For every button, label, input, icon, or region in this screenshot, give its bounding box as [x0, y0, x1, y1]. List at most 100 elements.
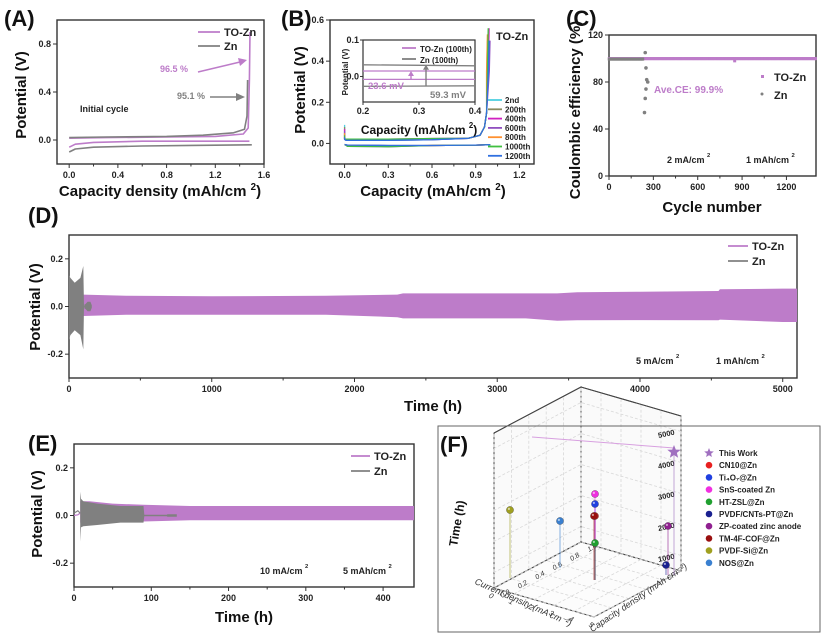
- x-tick-label: 0.6: [426, 170, 439, 180]
- data-point-highlight: [592, 491, 596, 494]
- panel-label-e: (E): [28, 431, 57, 456]
- y-grid-line: [493, 433, 595, 618]
- y-tick-label: 1.0: [587, 543, 599, 554]
- legend-label: CN10@Zn: [719, 461, 757, 470]
- zn-outlier-point: [642, 110, 647, 115]
- legend-label: NOS@Zn: [719, 559, 754, 568]
- zn-outlier-point: [643, 50, 648, 55]
- x-tick-label: 5000: [773, 384, 793, 394]
- annotation-current-density-sup: 2: [305, 564, 309, 570]
- y-grid-line: [510, 423, 612, 609]
- legend-tozn-marker: [761, 75, 764, 78]
- y-tick-label: 0.2: [311, 97, 324, 107]
- zn-outlier-point: [643, 96, 648, 101]
- data-point-sphere: [556, 517, 564, 525]
- inset-zn-label: 59.3 mV: [430, 90, 467, 101]
- legend-label-1200th: 1200th: [505, 152, 530, 161]
- y-tick-label: 0.2: [517, 580, 529, 591]
- annotation-current-density-text: 2 mA/cm: [667, 155, 707, 165]
- data-point-sphere: [591, 500, 599, 508]
- data-point-highlight: [557, 518, 561, 522]
- data-point-sphere: [591, 539, 599, 547]
- panel-label-c: (C): [566, 6, 597, 31]
- panel-b-title: TO-Zn: [496, 31, 528, 43]
- plot-frame: [608, 34, 817, 177]
- x-tick-label: 1000: [202, 384, 222, 394]
- x-tick-label: 0: [487, 591, 496, 601]
- x-tick-label: 0: [66, 384, 71, 394]
- x-tick-label: 4000: [630, 384, 650, 394]
- y-tick-label: 0.4: [38, 87, 51, 97]
- x-grid-line: [553, 404, 642, 606]
- y-tick-label: 0.8: [38, 39, 51, 49]
- legend-label: SnS-coated Zn: [719, 486, 775, 495]
- x-tick-label: 3000: [487, 384, 507, 394]
- x-axis-title-sup: 2: [251, 182, 257, 193]
- data-point-highlight: [663, 562, 667, 566]
- y-axis-title: Coulombic efficiency (%): [567, 21, 584, 199]
- data-point-highlight: [665, 523, 669, 527]
- y-grid-line: [528, 414, 629, 599]
- zn-voltage-band: [80, 491, 177, 542]
- data-point-highlight: [592, 540, 596, 544]
- annotation-current-density: 5 mA/cm 2: [636, 354, 680, 366]
- legend-sphere-marker: [705, 474, 713, 481]
- annotation-average-ce: Ave.CE: 99.9%: [654, 85, 723, 96]
- y-grid-line: [545, 405, 647, 590]
- annotation-zn-ce: 95.1 %: [177, 91, 205, 101]
- annotation-areal-capacity-sup: 2: [762, 354, 766, 360]
- x-tick-label: 0.9: [469, 170, 482, 180]
- y-tick-label: 40: [593, 124, 603, 134]
- data-point-star: [667, 445, 681, 458]
- legend-label-2nd: 2nd: [505, 96, 519, 105]
- x-axis-title: Cycle number: [662, 199, 761, 216]
- annotation-current-density-text: 5 mA/cm: [636, 356, 676, 366]
- this-work-guide-line: [531, 436, 675, 449]
- zn-outlier-point: [645, 80, 650, 84]
- data-point-highlight: [507, 507, 510, 510]
- legend-sphere-marker: [705, 486, 713, 493]
- data-point-sphere: [590, 512, 598, 520]
- x-tick-label: 0.3: [382, 170, 395, 180]
- y-axis-title: Potential (V): [13, 51, 30, 139]
- y-tick-label: 120: [588, 30, 603, 40]
- legend-label: TM-4F-COF@Zn: [719, 534, 780, 543]
- x-tick-label: 0.0: [63, 170, 76, 180]
- y-tick-label: 0.0: [500, 589, 512, 600]
- data-point-sphere: [662, 561, 670, 569]
- panel-f-border: [437, 425, 821, 633]
- x-tick-label: 0.0: [338, 170, 351, 180]
- data-point-sphere: [664, 522, 672, 530]
- panel-f: (F)100020003000400050000123450.00.20.40.…: [437, 386, 821, 634]
- legend-tozn-label: TO-Zn: [224, 27, 256, 39]
- x-tick-label: 300: [298, 593, 313, 603]
- zn-outlier-point: [644, 66, 648, 70]
- y-tick-label: 80: [593, 77, 603, 87]
- z-tick-label: 5000: [657, 428, 675, 440]
- x-grid-line: [573, 410, 662, 612]
- annotation-areal-capacity-sup: 2: [792, 153, 796, 159]
- zn-voltage-band: [69, 266, 92, 350]
- x-axis-title: Time (h): [215, 609, 273, 626]
- data-point-sphere: [591, 490, 599, 498]
- y-tick-label: -0.2: [47, 349, 63, 359]
- annotation-areal-capacity-text: 5 mAh/cm: [343, 566, 389, 576]
- panel-e: (E) 0 100 200 300 400 -0.2 0.0 0.2 TO-Zn Zn 10 mA/c…: [28, 431, 415, 626]
- inset-x-tick-label: 0.4: [469, 106, 482, 116]
- legend-sphere-marker: [705, 547, 713, 554]
- tozn-initial-line: [73, 512, 81, 517]
- legend-sphere-marker: [705, 510, 713, 518]
- legend-sphere-marker: [705, 535, 713, 542]
- zn-point: [641, 57, 645, 61]
- series-line-to-zn-stripping: [69, 31, 251, 139]
- legend-zn-label: Zn: [774, 90, 788, 102]
- x-grid-line: [513, 392, 602, 595]
- y-tick-label: 0.4: [534, 570, 546, 581]
- inset-tozn-label: 23.6 mV: [368, 81, 405, 92]
- panel-label-a: (A): [4, 6, 35, 31]
- z-tick-label: 1000: [657, 552, 675, 564]
- annotation-areal-capacity: 5 mAh/cm 2: [343, 564, 393, 576]
- annotation-areal-capacity-text: 1 mAh/cm: [746, 155, 792, 165]
- annotation-areal-capacity-text: 1 mAh/cm: [716, 356, 762, 366]
